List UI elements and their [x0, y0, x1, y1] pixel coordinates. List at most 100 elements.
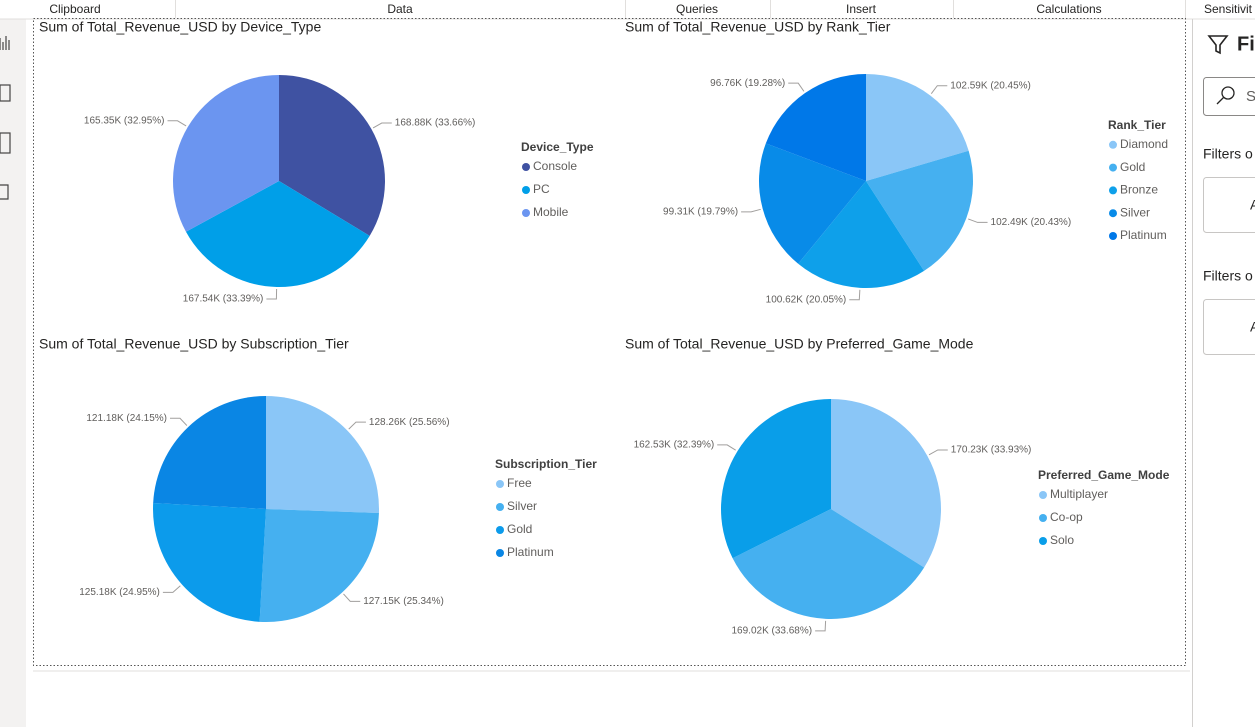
table-view-icon[interactable]	[0, 84, 11, 102]
sidebar-icons	[0, 36, 11, 200]
leader-line	[170, 417, 188, 426]
search-icon	[1221, 86, 1235, 100]
legend-marker	[1109, 186, 1117, 195]
dax-view-icon[interactable]	[0, 184, 9, 200]
leader-line	[788, 82, 805, 92]
charts: Sum of Total_Revenue_USD by Device_Type 1…	[39, 19, 1170, 637]
legend-marker	[1109, 209, 1117, 218]
chart-title: Sum of Total_Revenue_USD by Rank_Tier	[625, 19, 891, 35]
leader-line	[849, 289, 861, 301]
filters-section-title: Filters o	[1203, 268, 1253, 284]
legend-label: Silver	[1120, 205, 1150, 219]
legend-label: PC	[533, 182, 550, 196]
legend-marker	[1039, 491, 1047, 499]
legend-label: Platinum	[1120, 228, 1167, 242]
search-placeholder: S	[1246, 88, 1255, 105]
pie-slice	[153, 396, 266, 509]
ribbon-group-label: Insert	[846, 2, 877, 16]
leader-line	[348, 421, 366, 430]
pie-slice	[732, 509, 925, 619]
pie-slice	[266, 396, 379, 513]
filter-drop-box[interactable]	[1203, 299, 1255, 355]
leader-line	[717, 444, 736, 451]
filter-box-text: A	[1250, 197, 1255, 213]
data-label: 162.53K (32.39%)	[634, 440, 715, 451]
pie-slice	[279, 75, 386, 236]
data-label: 100.62K (20.05%)	[766, 294, 847, 305]
pie-slice	[259, 509, 379, 622]
legend-label: Console	[533, 159, 577, 173]
filter-icon	[1207, 35, 1229, 55]
legend-label: Multiplayer	[1050, 487, 1108, 501]
leader-line	[162, 585, 181, 593]
filter-box-text: A	[1250, 319, 1255, 335]
legend-marker	[1109, 232, 1117, 240]
ribbon	[0, 0, 1255, 19]
pie-slice	[721, 399, 831, 559]
ribbon-group-label: Clipboard	[49, 2, 100, 16]
filter-drop-box[interactable]	[1203, 177, 1255, 233]
pie-chart: Sum of Total_Revenue_USD by Device_Type 1…	[39, 19, 594, 305]
report-view-icon[interactable]	[0, 36, 10, 50]
left-sidebar	[0, 18, 26, 727]
legend-marker	[522, 186, 530, 194]
pie-chart: Sum of Total_Revenue_USD by Subscription…	[39, 336, 597, 622]
data-label: 102.59K (20.45%)	[950, 80, 1031, 91]
legend-label: Free	[507, 476, 532, 490]
ribbon-group-label: Calculations	[1036, 2, 1101, 16]
data-label: 167.54K (33.39%)	[183, 294, 264, 305]
legend-marker	[496, 549, 504, 557]
chart-title: Sum of Total_Revenue_USD by Device_Type	[39, 19, 321, 35]
leader-line	[968, 218, 988, 223]
pie-chart: Sum of Total_Revenue_USD by Rank_Tier 102…	[625, 19, 1168, 306]
data-label: 127.15K (25.34%)	[363, 596, 444, 607]
legend-marker	[522, 209, 530, 217]
legend-label: Diamond	[1120, 137, 1168, 151]
pie-slice	[185, 181, 370, 287]
leader-line	[815, 620, 827, 632]
pie-slice	[831, 399, 941, 568]
data-label: 99.31K (19.79%)	[663, 207, 738, 218]
leader-line	[928, 449, 948, 456]
filters-section-title: Filters o	[1203, 146, 1253, 162]
search-icon-handle	[1216, 96, 1225, 105]
chart-title: Sum of Total_Revenue_USD by Subscription…	[39, 336, 349, 352]
search-box[interactable]	[1203, 77, 1255, 116]
pie-slice	[866, 74, 969, 181]
ribbon-group-label: Sensitivit	[1204, 2, 1253, 16]
model-view-icon[interactable]	[0, 132, 11, 154]
filters-title: Fi	[1237, 33, 1255, 55]
ribbon-group-label: Queries	[676, 2, 718, 16]
legend-marker	[522, 163, 530, 171]
legend-marker	[1109, 140, 1117, 149]
leader-line	[266, 288, 278, 300]
ribbon-group-label: Data	[387, 2, 413, 16]
chart-title: Sum of Total_Revenue_USD by Preferred_Ga…	[625, 336, 974, 352]
legend-label: Bronze	[1120, 183, 1158, 197]
legend-label: Gold	[1120, 160, 1145, 174]
legend-title: Subscription_Tier	[495, 457, 597, 471]
legend-marker	[496, 503, 504, 511]
leader-line	[167, 120, 187, 127]
pie-chart: Sum of Total_Revenue_USD by Preferred_Ga…	[625, 336, 1170, 637]
leader-line	[343, 593, 361, 602]
legend-marker	[1039, 514, 1047, 522]
legend-label: Gold	[507, 522, 532, 536]
legend-label: Solo	[1050, 533, 1074, 547]
data-label: 125.18K (24.95%)	[79, 587, 160, 598]
legend-marker	[1109, 163, 1117, 172]
data-label: 168.88K (33.66%)	[395, 118, 476, 129]
legend-label: Platinum	[507, 545, 554, 559]
legend-label: Co-op	[1050, 510, 1083, 524]
leader-line	[741, 208, 761, 213]
legend-marker	[496, 526, 504, 534]
data-label: 121.18K (24.15%)	[86, 413, 167, 424]
legend-title: Preferred_Game_Mode	[1038, 468, 1170, 482]
legend-marker	[496, 480, 504, 488]
pie-slice	[759, 143, 866, 264]
leader-line	[372, 122, 392, 129]
pie-slice	[153, 502, 266, 622]
pie-slice	[765, 74, 866, 181]
